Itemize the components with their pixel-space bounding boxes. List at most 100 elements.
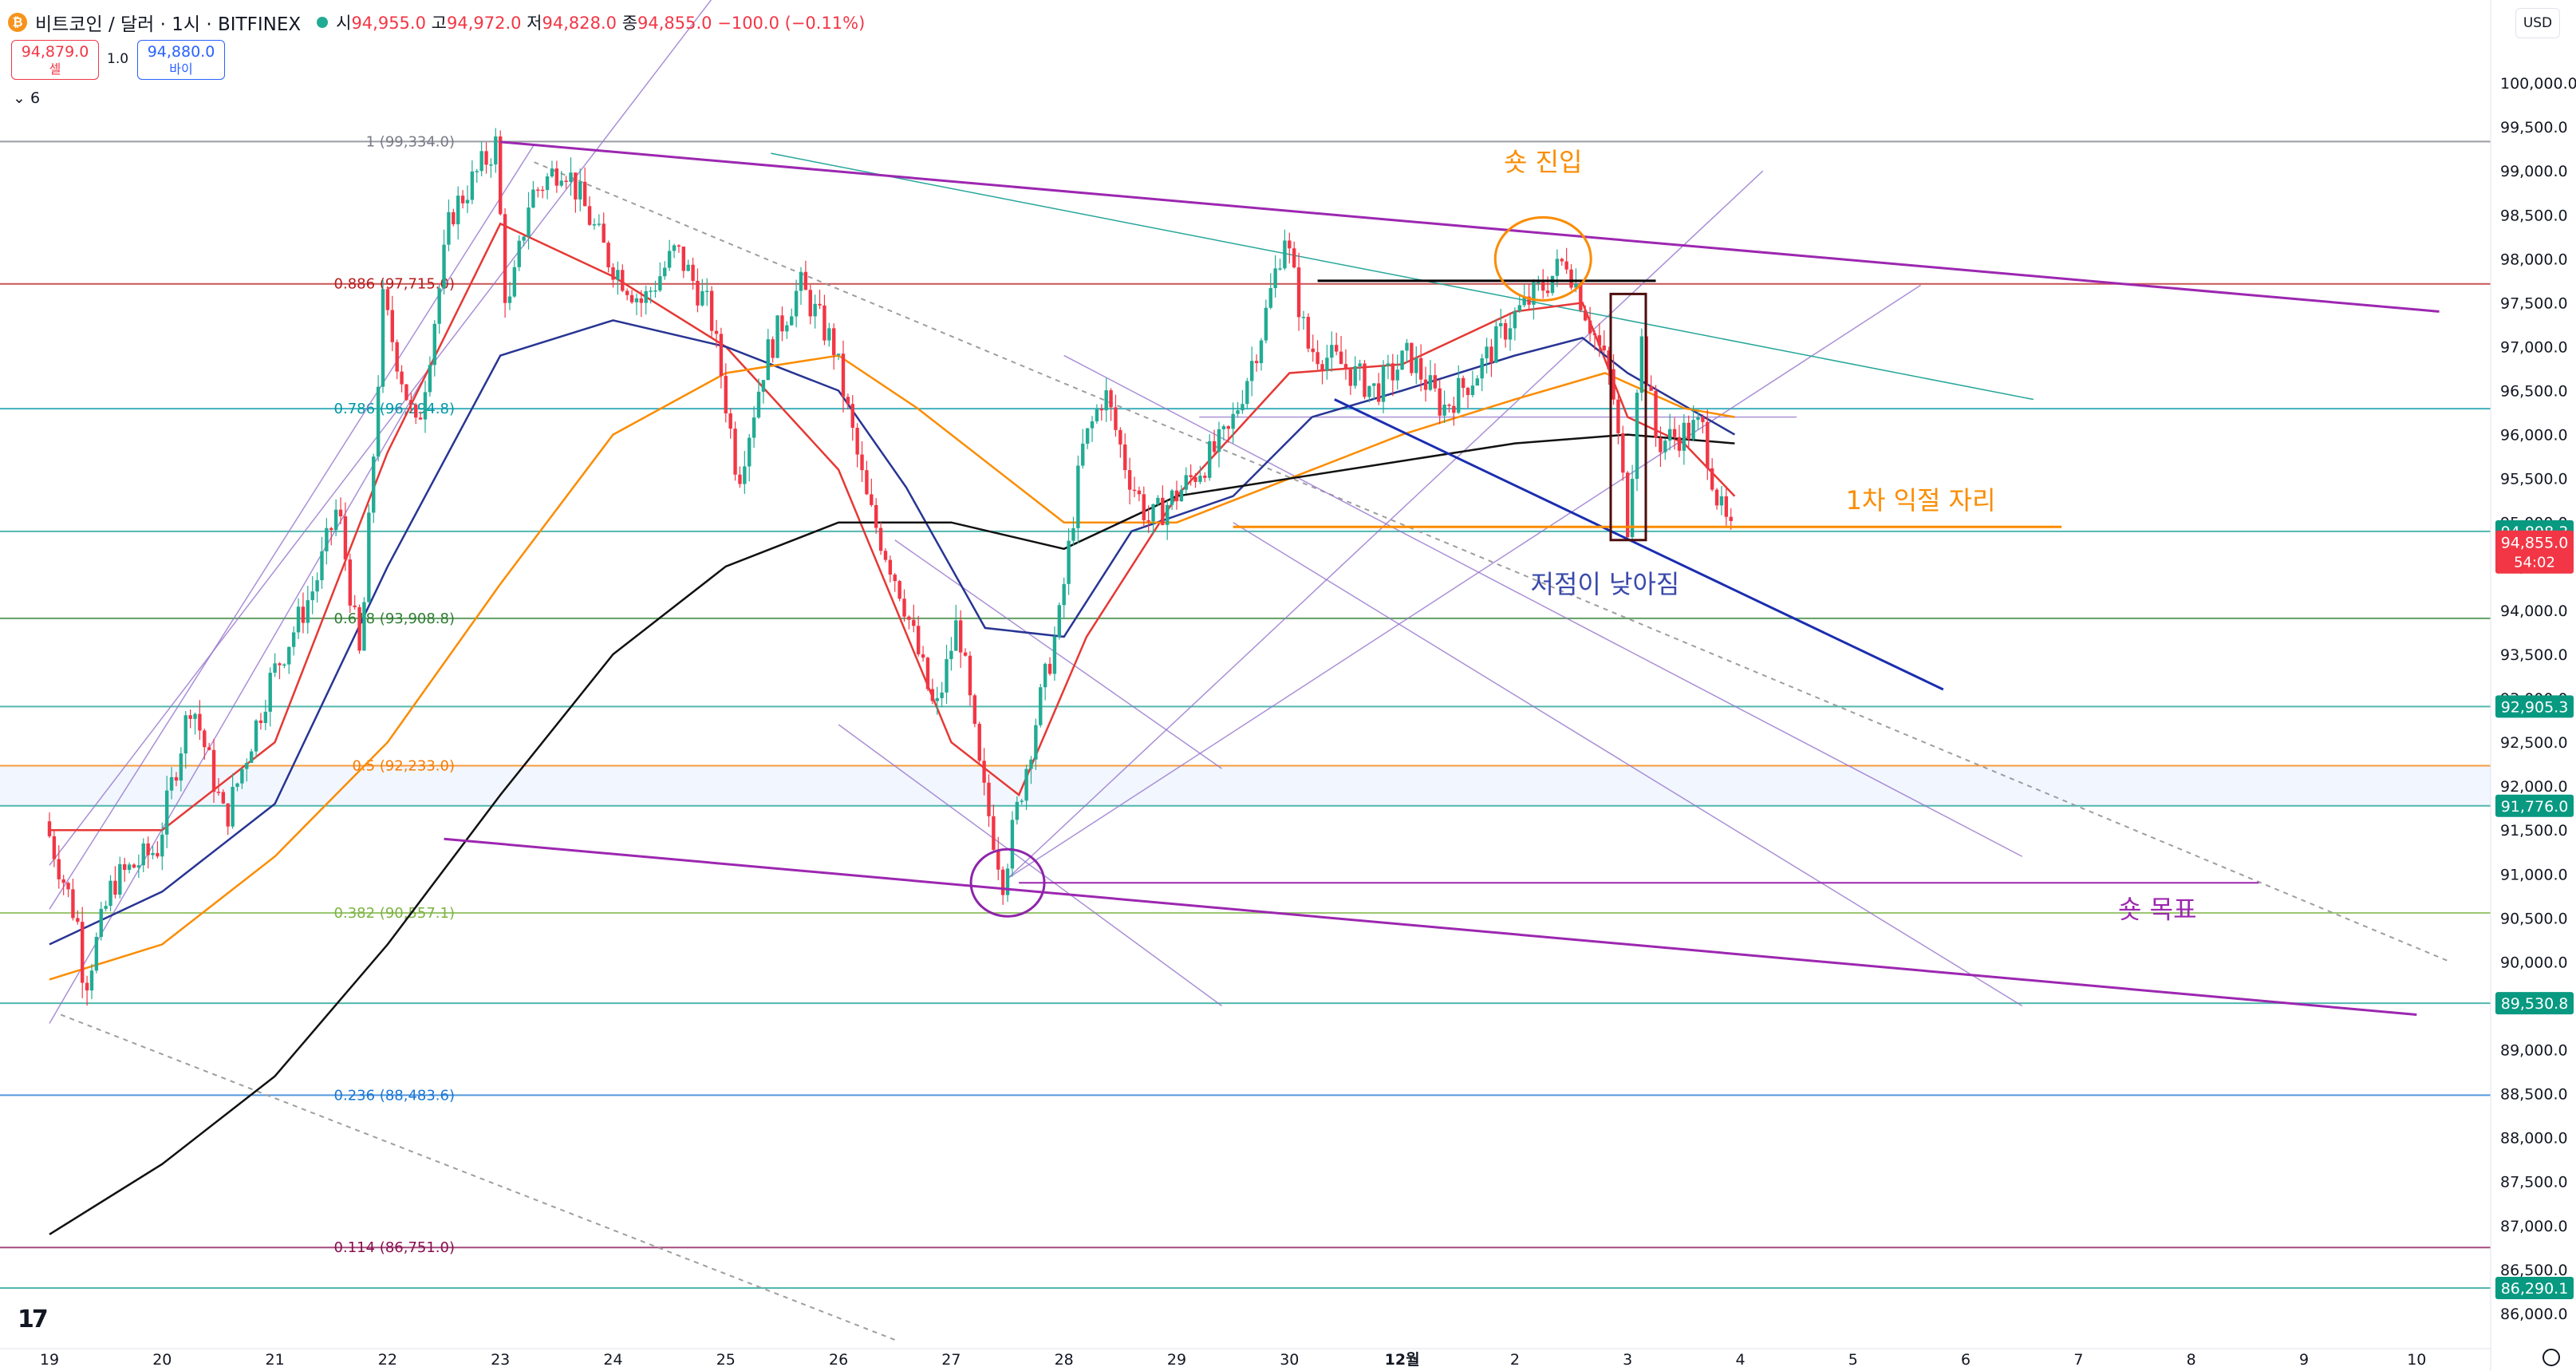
- x-tick-label: 12월: [1385, 1351, 1420, 1369]
- candle-body: [395, 342, 399, 372]
- candle-body: [1047, 663, 1052, 674]
- candle-body: [916, 626, 921, 654]
- candle-body: [183, 715, 187, 754]
- candle-body: [1029, 759, 1033, 769]
- candle-body: [714, 330, 719, 334]
- candle-body: [47, 821, 52, 836]
- candle-body: [790, 316, 794, 326]
- buy-button[interactable]: 94,880.0 바이: [137, 40, 225, 80]
- candle-body: [1311, 348, 1315, 353]
- candle-body: [291, 632, 296, 647]
- candle-body: [658, 276, 662, 290]
- candle-body: [141, 843, 145, 866]
- candle-body: [935, 697, 939, 701]
- symbol-title[interactable]: 비트코인 / 달러 · 1시 · BITFINEX: [35, 14, 302, 35]
- candle-body: [179, 753, 183, 781]
- symbol-header: ₿ 비트코인 / 달러 · 1시 · BITFINEX 시94,955.0 고9…: [8, 6, 865, 38]
- candle-body: [465, 200, 470, 203]
- candle-body: [1611, 369, 1615, 400]
- candle-body: [611, 267, 615, 280]
- candle-body: [1499, 322, 1503, 326]
- candle-body: [681, 246, 686, 271]
- candle-body: [616, 270, 620, 280]
- candle-body: [203, 730, 207, 748]
- candle-body: [282, 664, 286, 666]
- candle-body: [940, 692, 944, 698]
- candle-body: [836, 354, 841, 355]
- candle-body: [1433, 375, 1438, 389]
- trendline-lower-channel: [444, 837, 2417, 1016]
- y-tick-label: 98,000.0: [2500, 251, 2568, 268]
- candle-body: [629, 294, 634, 302]
- candle-body: [705, 290, 709, 292]
- currency-selector[interactable]: USD: [2515, 8, 2560, 38]
- x-tick-label: 21: [266, 1351, 285, 1369]
- candle-body: [81, 922, 85, 983]
- candle-body: [582, 181, 587, 207]
- y-tick-label: 96,000.0: [2500, 427, 2568, 444]
- x-tick-label: 6: [1961, 1351, 1970, 1369]
- spread-value: 1.0: [107, 51, 129, 67]
- candle-body: [855, 428, 859, 455]
- y-tick-label: 99,000.0: [2500, 163, 2568, 180]
- candle-body: [841, 354, 846, 397]
- trendline-downtrend-lows: [1334, 398, 1944, 691]
- candle-body: [432, 323, 436, 365]
- fib-level-label: 0.114 (86,751.0): [334, 1239, 455, 1256]
- candle-body: [1179, 489, 1184, 502]
- candle-body: [897, 581, 901, 599]
- candle-body: [1250, 361, 1254, 381]
- price-tag-label: 86,290.1: [2501, 1280, 2569, 1298]
- candle-body: [273, 663, 277, 673]
- settings-icon[interactable]: [2542, 1349, 2560, 1366]
- y-tick-label: 99,500.0: [2500, 119, 2568, 136]
- candle-body: [1555, 259, 1560, 276]
- candle-body: [907, 616, 911, 620]
- candle-body: [1639, 336, 1644, 393]
- candle-body: [99, 908, 103, 937]
- candle-body: [193, 713, 197, 719]
- candle-body: [921, 654, 925, 658]
- candle-body: [1353, 365, 1357, 386]
- candle-body: [522, 236, 526, 241]
- candle-body: [751, 417, 756, 438]
- candle-body: [667, 251, 672, 268]
- candle-body: [813, 303, 817, 317]
- candle-body: [198, 713, 202, 731]
- candle-body: [1212, 441, 1217, 452]
- candle-body: [987, 782, 991, 816]
- candle-body: [367, 512, 371, 603]
- candle-body: [1109, 390, 1113, 408]
- short-entry-circle: [1493, 215, 1592, 302]
- fan-line: [49, 381, 422, 1024]
- candle-body: [1457, 377, 1461, 413]
- ohlc-readout: 시94,955.0 고94,972.0 저94,828.0 종94,855.0 …: [336, 14, 866, 33]
- sell-button[interactable]: 94,879.0 셀: [11, 40, 99, 80]
- candle-body: [808, 290, 812, 317]
- candle-body: [1358, 363, 1362, 366]
- candle-body: [963, 652, 968, 656]
- indicators-toggle[interactable]: ⌄ 6: [13, 89, 41, 107]
- dashed-trendline: [534, 161, 2452, 963]
- price-tag: [2495, 794, 2574, 817]
- candle-body: [1508, 328, 1513, 340]
- candle-body: [61, 879, 65, 883]
- candle-body: [1677, 437, 1682, 451]
- candle-body: [1541, 282, 1545, 291]
- candle-body: [878, 527, 883, 551]
- candle-body: [925, 658, 930, 689]
- candle-body: [517, 240, 521, 267]
- fib-level-label: 1 (99,334.0): [366, 133, 455, 150]
- candle-body: [1560, 259, 1564, 262]
- y-tick-label: 95,500.0: [2500, 471, 2568, 488]
- candle-body: [475, 171, 479, 172]
- candle-body: [1367, 385, 1371, 397]
- candle-body: [564, 180, 568, 182]
- candle-body: [992, 816, 996, 850]
- y-tick-label: 93,500.0: [2500, 646, 2568, 664]
- fib-level-label: 0.618 (93,908.8): [334, 610, 455, 627]
- fan-line: [49, 0, 712, 866]
- fan-line: [894, 539, 1222, 769]
- candle-body: [1522, 296, 1526, 306]
